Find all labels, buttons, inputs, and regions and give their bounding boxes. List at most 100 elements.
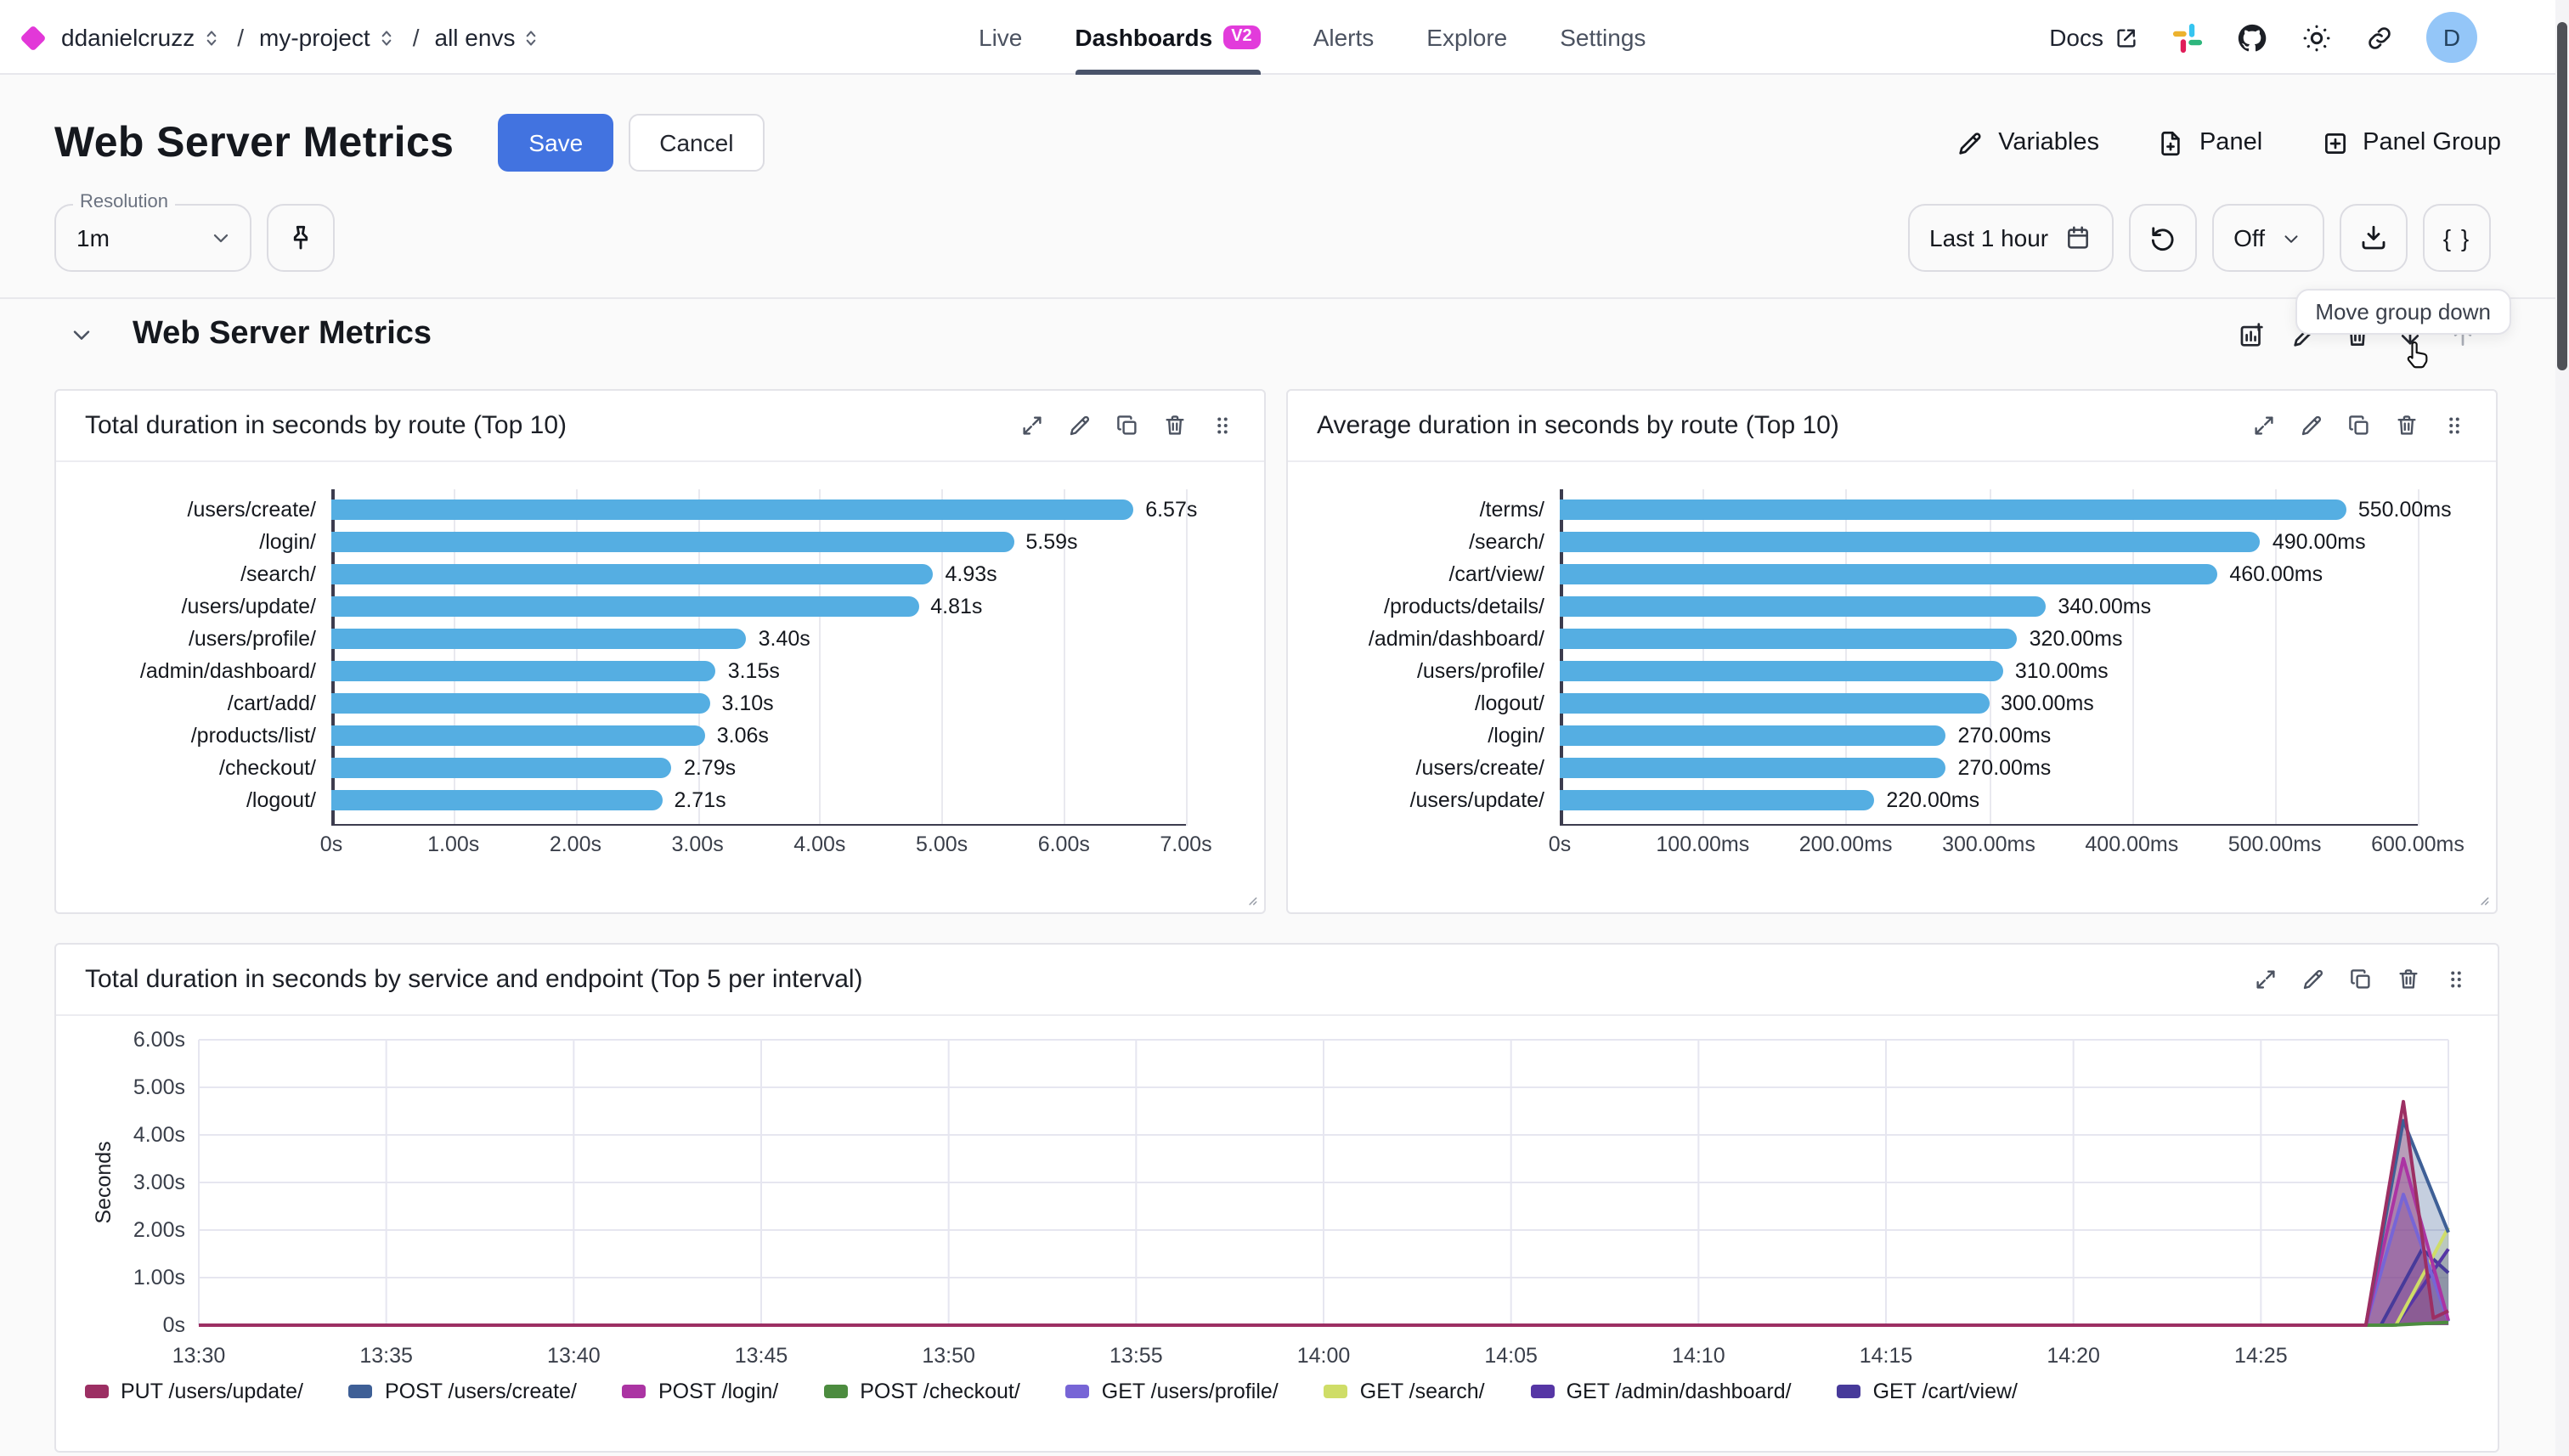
- x-tick-label: 14:25: [2234, 1344, 2288, 1368]
- bar: 3.15s: [331, 658, 780, 682]
- variables-button[interactable]: Variables: [1956, 128, 2099, 157]
- json-view-button[interactable]: { }: [2423, 204, 2491, 272]
- x-tick-label: 14:20: [2047, 1344, 2100, 1368]
- auto-refresh-value: Off: [2233, 224, 2265, 251]
- add-panel-to-group-icon[interactable]: [2238, 320, 2267, 349]
- x-tick-label: 100.00ms: [1656, 832, 1750, 856]
- x-tick-label: 2.00s: [549, 832, 601, 856]
- pin-button[interactable]: [267, 204, 335, 272]
- add-panel-button[interactable]: Panel: [2157, 128, 2262, 157]
- bar-track: 3.40s: [331, 626, 1186, 650]
- bar-chart: /users/create/6.57s/login/5.59s/search/4…: [56, 462, 1264, 863]
- github-icon[interactable]: [2236, 21, 2268, 54]
- chevron-down-icon: [2280, 227, 2302, 249]
- legend-item[interactable]: GET /admin/dashboard/: [1530, 1380, 1792, 1403]
- cancel-button[interactable]: Cancel: [629, 114, 765, 172]
- panel-actions: [2251, 413, 2467, 438]
- breadcrumb-separator: /: [412, 24, 420, 51]
- legend-item[interactable]: PUT /users/update/: [85, 1380, 303, 1403]
- x-tick-label: 13:35: [359, 1344, 413, 1368]
- add-panel-group-button[interactable]: Panel Group: [2320, 128, 2501, 157]
- expand-panel-icon[interactable]: [1019, 413, 1045, 438]
- panel-group-title: Web Server Metrics: [133, 316, 432, 352]
- scrollbar-thumb[interactable]: [2557, 22, 2567, 370]
- legend-item[interactable]: GET /users/profile/: [1065, 1380, 1279, 1403]
- duplicate-panel-icon[interactable]: [1115, 413, 1140, 438]
- legend-item[interactable]: POST /users/create/: [348, 1380, 577, 1403]
- bar: 3.40s: [331, 626, 810, 650]
- panel-title: Total duration in seconds by service and…: [85, 965, 863, 994]
- resize-handle-icon[interactable]: [1242, 890, 1259, 907]
- edit-panel-icon[interactable]: [2301, 967, 2326, 992]
- auto-refresh-select[interactable]: Off: [2211, 204, 2324, 272]
- breadcrumb-project-selector[interactable]: my-project: [259, 24, 398, 51]
- download-button[interactable]: [2340, 204, 2408, 272]
- legend-item[interactable]: POST /checkout/: [824, 1380, 1020, 1403]
- bar-row: /users/create/270.00ms: [1315, 751, 2469, 783]
- refresh-button[interactable]: [2128, 204, 2197, 272]
- duplicate-panel-icon[interactable]: [2346, 413, 2372, 438]
- legend-item[interactable]: GET /cart/view/: [1837, 1380, 2018, 1403]
- user-avatar[interactable]: D: [2426, 12, 2477, 63]
- legend-swatch: [1324, 1385, 1348, 1398]
- tab-explore[interactable]: Explore: [1426, 24, 1508, 51]
- x-tick-label: 200.00ms: [1798, 832, 1893, 856]
- bar-value-label: 550.00ms: [2357, 497, 2452, 521]
- expand-panel-icon[interactable]: [2251, 413, 2277, 438]
- bar-row: /logout/2.71s: [83, 783, 1237, 815]
- docs-link[interactable]: Docs: [2049, 24, 2139, 51]
- bar-value-label: 340.00ms: [2058, 594, 2152, 618]
- category-label: /admin/dashboard/: [1368, 626, 1544, 650]
- x-tick-label: 13:55: [1109, 1344, 1163, 1368]
- x-tick-label: 7.00s: [1160, 832, 1212, 856]
- breadcrumb-org-selector[interactable]: ddanielcruzz: [61, 24, 222, 51]
- delete-panel-icon[interactable]: [2396, 967, 2421, 992]
- legend-item[interactable]: GET /search/: [1324, 1380, 1485, 1403]
- x-tick-label: 600.00ms: [2371, 832, 2465, 856]
- share-link-icon[interactable]: [2365, 23, 2394, 52]
- grid-line: [1186, 489, 1188, 826]
- tab-live[interactable]: Live: [979, 24, 1023, 51]
- drag-handle-icon[interactable]: [1210, 413, 1235, 438]
- legend-item[interactable]: POST /login/: [622, 1380, 779, 1403]
- legend-swatch: [85, 1385, 109, 1398]
- bar-track: 220.00ms: [1560, 787, 2418, 811]
- time-range-picker[interactable]: Last 1 hour: [1907, 204, 2114, 272]
- bar-value-label: 490.00ms: [2272, 529, 2366, 553]
- delete-panel-icon[interactable]: [1162, 413, 1188, 438]
- legend-label: POST /users/create/: [384, 1380, 577, 1403]
- collapse-group-chevron-icon[interactable]: [68, 321, 95, 348]
- tab-settings[interactable]: Settings: [1560, 24, 1646, 51]
- drag-handle-icon[interactable]: [2442, 413, 2467, 438]
- tab-alerts[interactable]: Alerts: [1313, 24, 1375, 51]
- bar-track: 6.57s: [331, 497, 1197, 521]
- drag-handle-icon[interactable]: [2443, 967, 2469, 992]
- chevron-down-icon: [209, 226, 233, 250]
- resolution-select[interactable]: Resolution 1m: [54, 192, 251, 272]
- slack-icon[interactable]: [2171, 21, 2204, 54]
- bar-track: 4.81s: [331, 594, 1186, 618]
- edit-panel-icon[interactable]: [2299, 413, 2324, 438]
- y-tick-label: 0s: [163, 1313, 185, 1337]
- grid-line: [2131, 489, 2134, 826]
- theme-sun-icon[interactable]: [2301, 21, 2333, 54]
- category-label: /users/update/: [181, 594, 316, 618]
- breadcrumb-env-selector[interactable]: all envs: [435, 24, 543, 51]
- bar: 4.81s: [331, 594, 982, 618]
- tab-dashboards[interactable]: Dashboards V2: [1075, 0, 1261, 75]
- duplicate-panel-icon[interactable]: [2348, 967, 2374, 992]
- legend-label: POST /login/: [658, 1380, 779, 1403]
- expand-panel-icon[interactable]: [2253, 967, 2278, 992]
- category-label: /login/: [259, 529, 316, 553]
- bar-value-label: 6.57s: [1145, 497, 1198, 521]
- resize-handle-icon[interactable]: [2474, 890, 2491, 907]
- panel-actions: [2253, 967, 2469, 992]
- x-tick-label: 6.00s: [1037, 832, 1090, 856]
- section-divider: [0, 297, 2569, 299]
- save-button[interactable]: Save: [498, 114, 614, 172]
- delete-panel-icon[interactable]: [2394, 413, 2419, 438]
- bar-track: 3.15s: [331, 658, 1186, 682]
- category-label: /search/: [240, 562, 316, 585]
- edit-panel-icon[interactable]: [1067, 413, 1093, 438]
